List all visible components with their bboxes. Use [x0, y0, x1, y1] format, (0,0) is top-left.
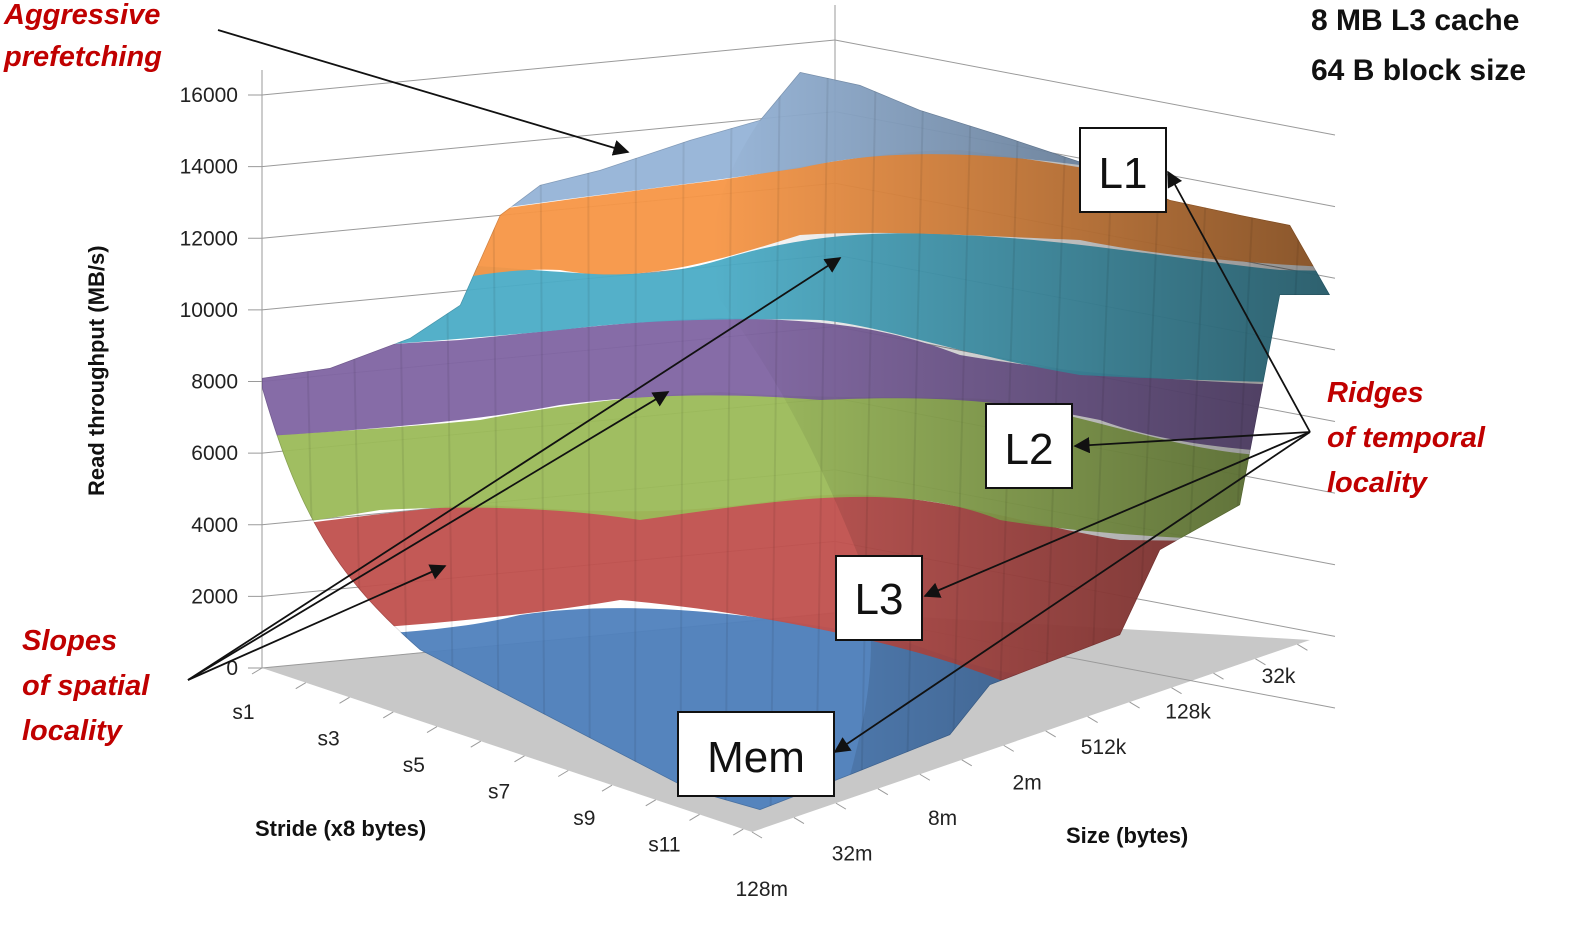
z-tick-label: 14000 [180, 156, 238, 179]
stride-tick-label: s3 [318, 727, 340, 750]
ridges-note-line3: locality [1327, 467, 1429, 499]
size-tick-label: 128m [735, 878, 788, 901]
size-axis-title: Size (bytes) [1066, 823, 1188, 848]
size-tick-mark [751, 831, 763, 839]
surface-facet-line [634, 72, 637, 810]
annotation-arrows [187, 29, 1311, 753]
size-tick-mark [1297, 643, 1308, 651]
stride-axis-title: Stride (x8 bytes) [255, 816, 426, 841]
stride-tick-mark [382, 711, 394, 719]
size-tick-mark [877, 788, 889, 796]
size-tick-label: 2m [1013, 772, 1042, 795]
block-size-text: 64 B block size [1311, 54, 1526, 87]
l3-label-box: L3 [835, 555, 923, 641]
size-tick-label: 8m [928, 807, 957, 830]
l1-label-box: L1 [1079, 127, 1167, 213]
surface-facet-line [949, 72, 973, 810]
cache-size-text: 8 MB L3 cache [1311, 4, 1519, 37]
z-tick-label: 6000 [191, 442, 238, 465]
size-tick-label: 512k [1081, 736, 1127, 759]
stride-tick-label: s1 [232, 701, 254, 724]
size-tick-label: 32m [832, 843, 873, 866]
size-tick-mark [1171, 687, 1182, 695]
z-tick-label: 16000 [180, 84, 238, 107]
prefetch-note-line2: prefetching [3, 41, 162, 73]
surface-facet-line [859, 72, 877, 810]
stride-tick-mark [251, 667, 263, 675]
prefetch-note-line1: Aggressive [3, 0, 160, 31]
l2-label: L2 [1005, 425, 1054, 474]
surface-facet-line [587, 72, 591, 810]
size-tick-mark [961, 759, 973, 767]
slopes-note-line1: Slopes [22, 625, 117, 657]
z-tick-label: 12000 [180, 227, 238, 250]
stride-tick-mark [426, 726, 438, 734]
l2-label-box: L2 [985, 403, 1073, 489]
stride-tick-mark [470, 740, 482, 748]
l3-label: L3 [855, 575, 904, 624]
z-tick-label: 10000 [180, 299, 238, 322]
size-tick-mark [835, 802, 847, 810]
size-tick-label: 128k [1165, 701, 1211, 724]
z-tick-label: 0 [226, 657, 238, 680]
size-tick-mark [1213, 672, 1224, 680]
slopes-note-line3: locality [22, 715, 124, 747]
grid-line-left [261, 111, 836, 168]
size-tick-mark [1087, 716, 1098, 723]
size-tick-mark [1045, 730, 1056, 738]
grid-line-left [261, 39, 836, 96]
slopes-note-line2: of spatial [22, 670, 150, 702]
stride-tick-label: s9 [573, 807, 595, 830]
size-tick-mark [793, 817, 805, 824]
stride-tick-label: s11 [648, 833, 680, 856]
stride-tick-mark [514, 755, 525, 763]
mem-label: Mem [707, 733, 805, 782]
surface-facet-line [1264, 72, 1309, 810]
l1-label: L1 [1099, 149, 1148, 198]
z-tick-label: 4000 [191, 514, 238, 537]
mem-label-box: Mem [677, 711, 835, 797]
surface-facet-line [904, 72, 925, 810]
stride-tick-mark [645, 799, 657, 807]
stride-tick-mark [295, 682, 307, 690]
size-tick-mark [1003, 744, 1014, 752]
ridges-note-line2: of temporal [1327, 422, 1486, 454]
stride-tick-mark [339, 696, 350, 704]
ridges-note-line1: Ridges [1327, 377, 1424, 409]
grid-line-right [834, 39, 1336, 136]
stride-tick-mark [557, 770, 569, 777]
stride-tick-label: s5 [403, 754, 425, 777]
stride-tick-mark [732, 828, 744, 836]
size-tick-label: 32k [1262, 665, 1296, 688]
z-axis-title: Read throughput (MB/s) [84, 245, 109, 496]
stride-tick-mark [601, 784, 613, 792]
size-tick-mark [1255, 658, 1266, 666]
z-tick-label: 2000 [191, 585, 238, 608]
stride-tick-mark [689, 813, 700, 821]
stride-tick-label: s7 [488, 780, 510, 803]
z-tick-label: 8000 [191, 371, 238, 394]
size-tick-mark [1129, 701, 1140, 709]
size-tick-mark [919, 773, 931, 781]
